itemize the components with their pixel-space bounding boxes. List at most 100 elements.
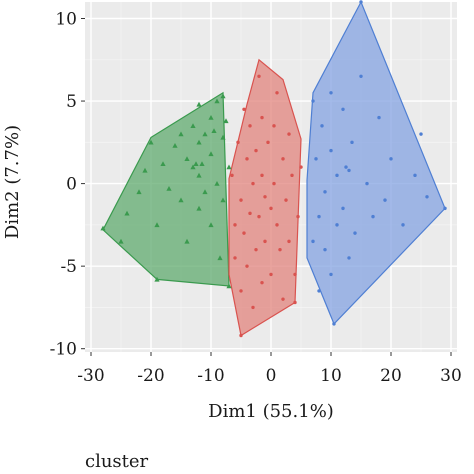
cluster-2-point bbox=[278, 247, 282, 252]
cluster-2-point bbox=[245, 157, 249, 161]
cluster-1-point bbox=[154, 276, 160, 282]
cluster-1-point bbox=[118, 238, 124, 244]
x-axis-title: Dim1 (55.1%) bbox=[208, 401, 334, 422]
cluster-1-point bbox=[184, 238, 190, 244]
cluster-3-point bbox=[317, 214, 321, 219]
cluster-2-point bbox=[239, 333, 243, 338]
x-tick-label: 0 bbox=[266, 366, 277, 386]
cluster-3-point bbox=[329, 272, 333, 277]
x-tick-label: -10 bbox=[197, 366, 224, 386]
cluster-1-point bbox=[193, 161, 199, 166]
y-tick-label: 10 bbox=[55, 10, 77, 30]
cluster-2-point bbox=[275, 223, 279, 227]
cluster-1-point bbox=[190, 164, 196, 170]
cluster-2-point bbox=[239, 198, 243, 202]
cluster-3-point bbox=[401, 223, 405, 227]
cluster-2-point bbox=[239, 289, 243, 293]
cluster-1-point bbox=[220, 134, 226, 140]
cluster-3-point bbox=[314, 157, 318, 161]
cluster-1-point bbox=[142, 167, 148, 173]
cluster-points bbox=[100, 0, 447, 338]
cluster-2-point bbox=[251, 305, 255, 310]
cluster-1-point bbox=[166, 186, 172, 191]
cluster-2-point bbox=[293, 272, 297, 277]
cluster-2-point bbox=[248, 124, 252, 128]
cluster-1-point bbox=[199, 161, 205, 166]
cluster-3-point bbox=[443, 206, 447, 211]
cluster-3-point bbox=[389, 157, 393, 161]
cluster-2-point bbox=[287, 239, 291, 244]
y-axis-ticks: -10 -5 0 5 10 bbox=[50, 10, 85, 360]
cluster-1-point bbox=[172, 143, 178, 148]
cluster-2-point bbox=[236, 140, 240, 145]
cluster-1-point bbox=[214, 181, 220, 186]
cluster-2-point bbox=[272, 124, 276, 128]
x-tick-label: -20 bbox=[137, 366, 164, 386]
cluster-1-point bbox=[154, 222, 160, 228]
cluster-3-point bbox=[350, 140, 354, 145]
cluster-2-point bbox=[230, 173, 234, 178]
cluster-3-point bbox=[359, 74, 363, 78]
cluster-1-point bbox=[208, 151, 214, 157]
cluster-2-point bbox=[272, 181, 276, 186]
cluster-2-point bbox=[269, 272, 273, 277]
cluster-1-point bbox=[196, 101, 202, 107]
cluster-2-point bbox=[257, 74, 261, 78]
cluster-1-point bbox=[124, 210, 130, 216]
cluster-2-point bbox=[242, 231, 246, 235]
cluster-3-point bbox=[359, 0, 363, 4]
cluster-3-point bbox=[317, 289, 321, 293]
cluster-2-point bbox=[254, 148, 258, 153]
cluster-2-point bbox=[293, 300, 297, 305]
legend-title: cluster bbox=[85, 451, 149, 472]
cluster-1-point bbox=[226, 164, 232, 170]
cluster-2-point bbox=[260, 115, 264, 120]
cluster-hull-1 bbox=[102, 91, 230, 287]
cluster-3-point bbox=[413, 173, 417, 178]
cluster-2-point bbox=[281, 297, 285, 301]
cluster-3-point bbox=[320, 124, 324, 128]
cluster-2-point bbox=[263, 195, 267, 199]
cluster-1-point bbox=[184, 156, 190, 161]
cluster-2-point bbox=[260, 280, 264, 285]
y-tick-label: 0 bbox=[66, 175, 77, 195]
cluster-1-point bbox=[214, 98, 220, 104]
cluster-2-point bbox=[248, 211, 252, 216]
cluster-2-point bbox=[260, 173, 264, 178]
cluster-1-point bbox=[211, 128, 217, 133]
cluster-1-point bbox=[208, 115, 214, 120]
cluster-3-point bbox=[335, 223, 339, 227]
cluster-2-point bbox=[284, 198, 288, 202]
x-axis-ticks: -30 -20 -10 0 10 20 30 bbox=[77, 352, 462, 386]
cluster-3-point bbox=[323, 190, 327, 194]
cluster-3-point bbox=[335, 173, 339, 178]
cluster-2-point bbox=[233, 256, 237, 260]
cluster-2-point bbox=[296, 214, 300, 219]
cluster-2-point bbox=[290, 173, 294, 178]
cluster-2-point bbox=[299, 165, 303, 169]
cluster-2-point bbox=[257, 214, 261, 219]
cluster-3-point bbox=[344, 165, 348, 169]
cluster-1-point bbox=[160, 161, 166, 166]
cluster-3-point bbox=[341, 107, 345, 112]
cluster-2-point bbox=[245, 264, 249, 268]
cluster-1-point bbox=[196, 139, 202, 145]
cluster-3-point bbox=[419, 132, 423, 136]
cluster-3-point bbox=[311, 99, 315, 103]
cluster-1-point bbox=[178, 131, 184, 137]
cluster-1-point bbox=[223, 118, 229, 124]
cluster-2-point bbox=[266, 140, 270, 145]
x-tick-label: -30 bbox=[77, 366, 104, 386]
y-tick-label: 5 bbox=[66, 92, 77, 112]
cluster-1-point bbox=[208, 222, 214, 228]
x-tick-label: 30 bbox=[440, 366, 462, 386]
y-tick-label: -5 bbox=[60, 257, 77, 277]
cluster-1-point bbox=[136, 189, 142, 195]
cluster-2-point bbox=[281, 157, 285, 161]
cluster-3-point bbox=[341, 206, 345, 211]
cluster-2-point bbox=[287, 132, 291, 136]
y-tick-label: -10 bbox=[50, 340, 77, 360]
cluster-1-point bbox=[196, 172, 202, 178]
cluster-3-point bbox=[311, 239, 315, 244]
